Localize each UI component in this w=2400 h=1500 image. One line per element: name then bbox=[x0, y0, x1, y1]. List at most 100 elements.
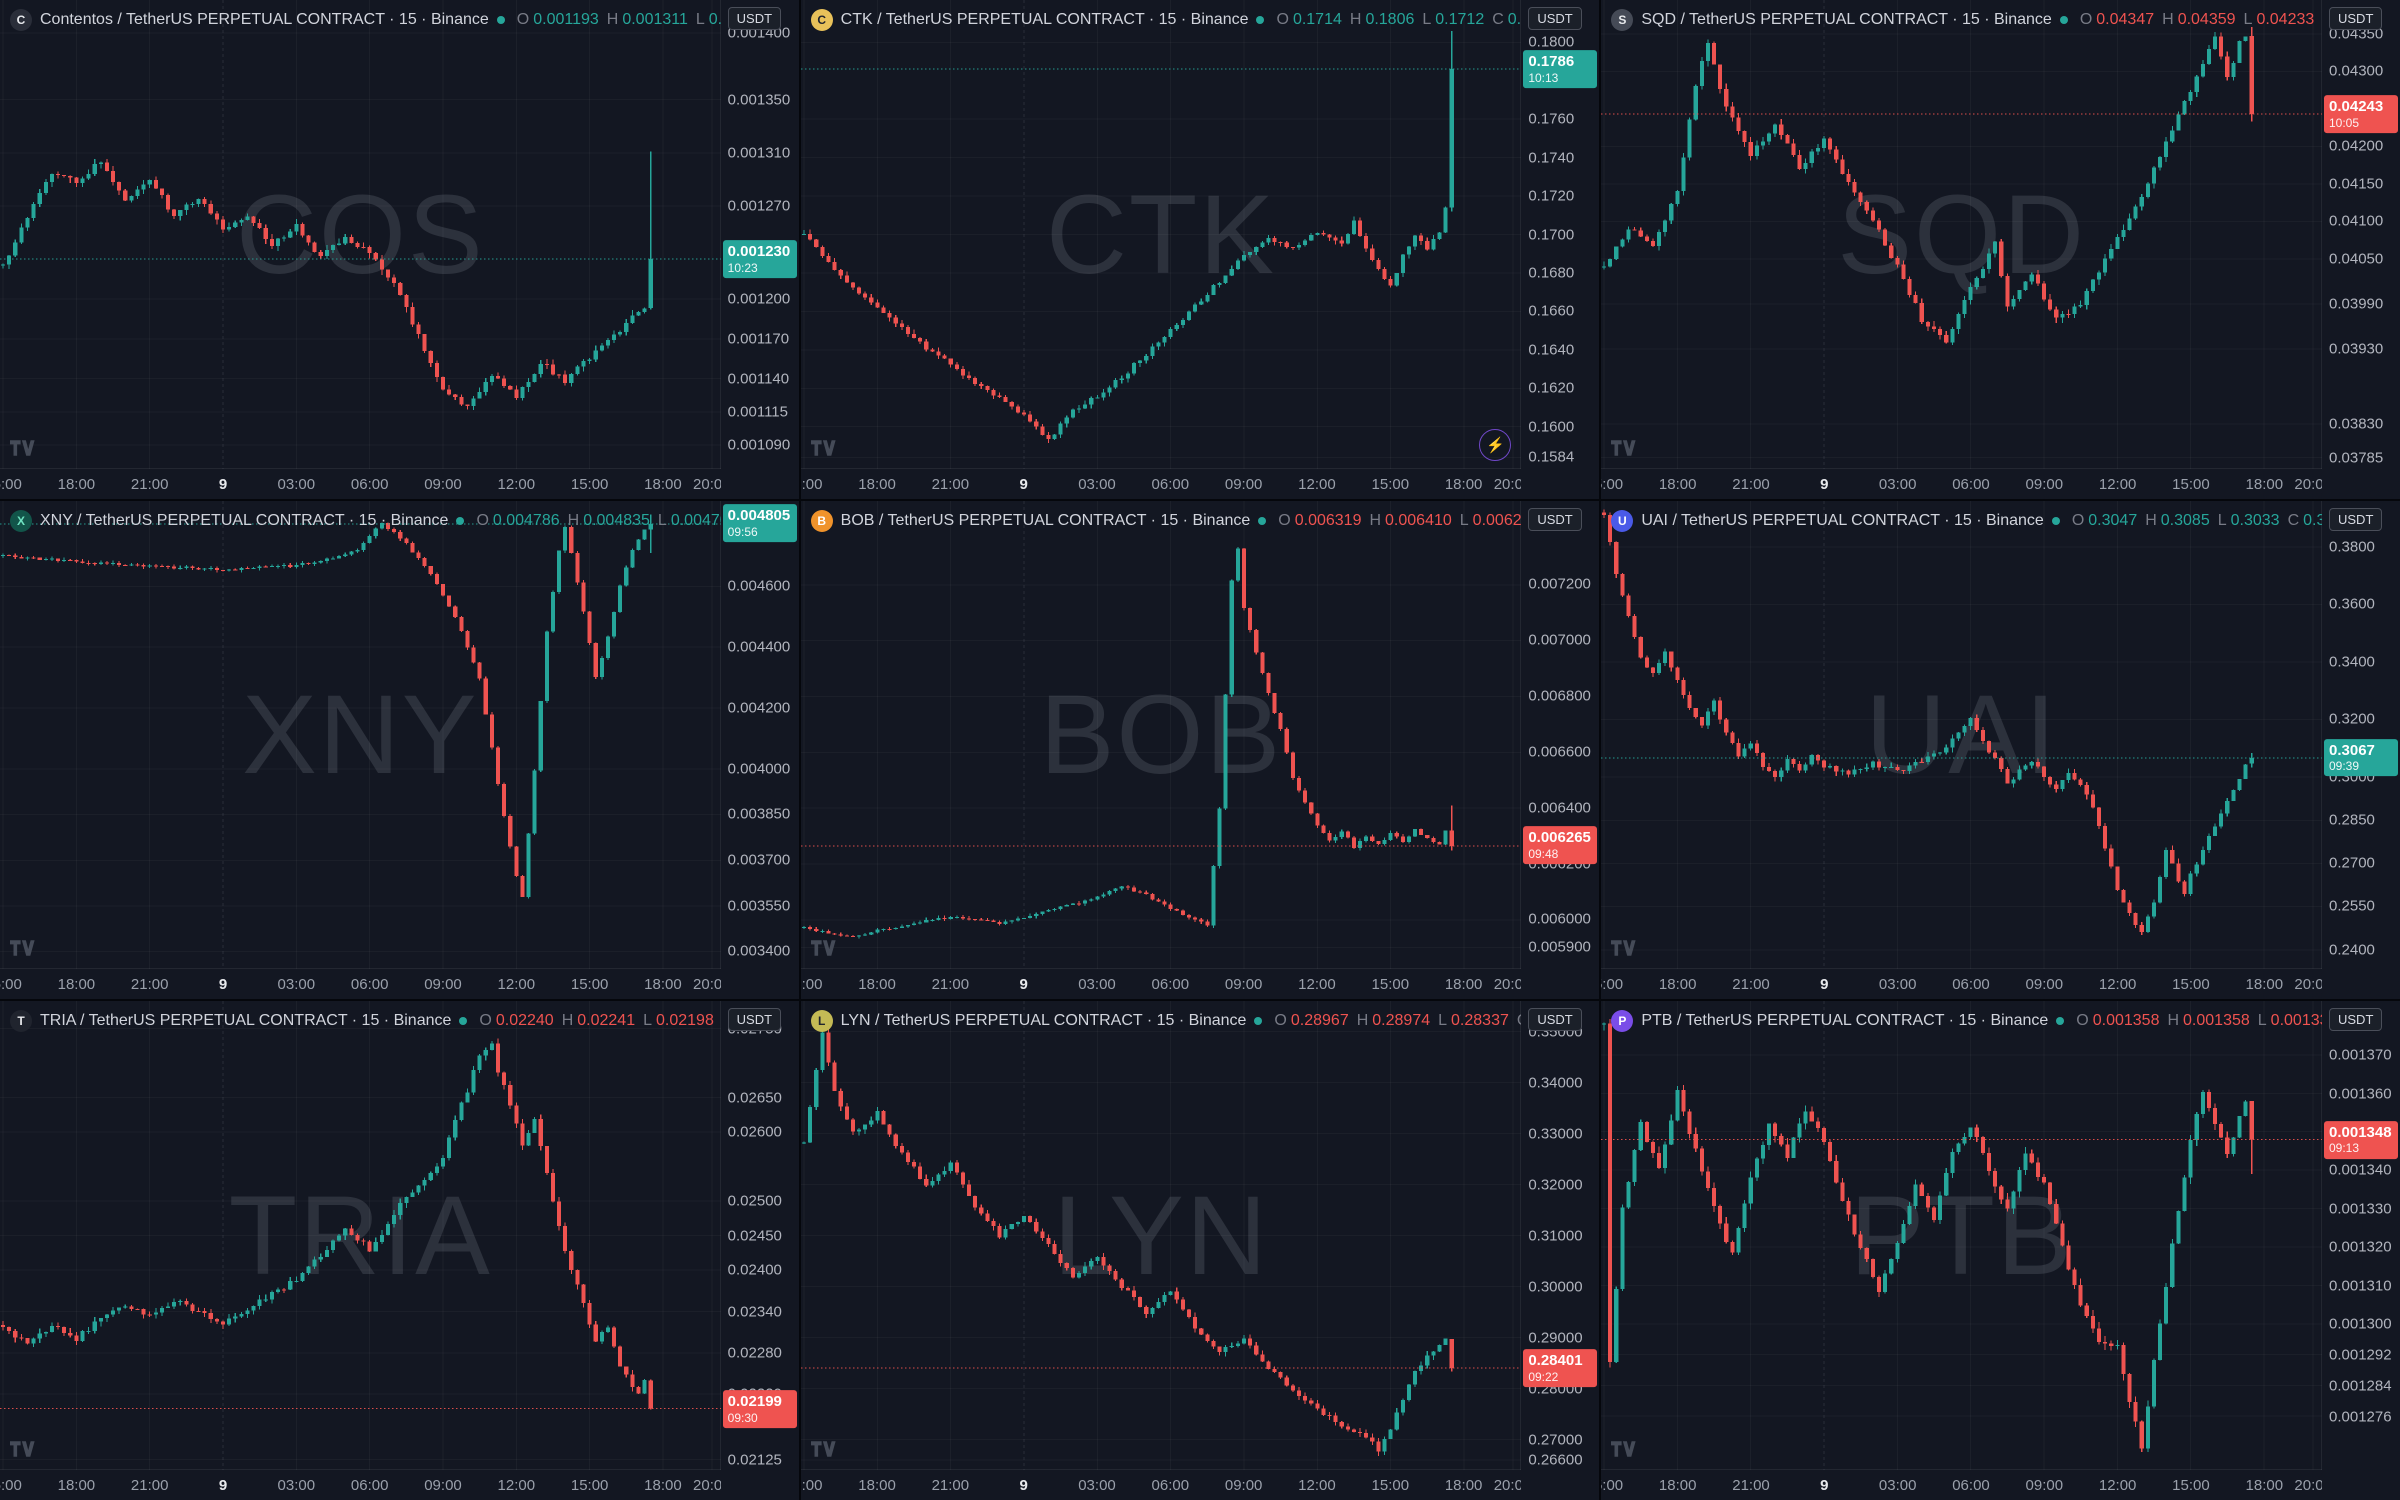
last-price-badge: 0.001348 09:13 bbox=[2324, 1120, 2398, 1159]
chart-plot-area[interactable]: LYN L LYN / TetherUS PERPETUAL CONTRACT … bbox=[800, 1001, 1522, 1470]
chart-legend: C Contentos / TetherUS PERPETUAL CONTRAC… bbox=[10, 9, 721, 31]
time-label: 12:00 bbox=[1298, 1476, 1336, 1494]
time-axis[interactable]: 15:00 18:00 21:00 9 03:00 06:00 09:00 12:00 15:0… bbox=[1601, 467, 2322, 499]
symbol-logo-icon[interactable]: P bbox=[1611, 1010, 1634, 1033]
high-letter: H bbox=[567, 511, 580, 529]
price-axis-label: 0.001200 bbox=[727, 290, 791, 308]
time-label: 03:00 bbox=[277, 976, 316, 994]
symbol-logo-icon[interactable]: U bbox=[1611, 509, 1634, 532]
time-axis[interactable]: 15:00 18:00 21:00 9 03:00 06:00 09:00 12:00 15:0… bbox=[0, 968, 721, 999]
price-axis-label: 0.001310 bbox=[727, 144, 791, 162]
price-axis-label: 0.26600 bbox=[1528, 1451, 1583, 1469]
market-open-status-icon[interactable] bbox=[459, 1017, 468, 1026]
market-open-status-icon[interactable] bbox=[2056, 1017, 2065, 1026]
currency-unit-button[interactable]: USDT bbox=[727, 1008, 782, 1032]
symbol-title[interactable]: TRIA / TetherUS PERPETUAL CONTRACT · 15 … bbox=[40, 1012, 452, 1030]
symbol-title[interactable]: CTK / TetherUS PERPETUAL CONTRACT · 15 ·… bbox=[840, 11, 1249, 28]
symbol-title[interactable]: BOB / TetherUS PERPETUAL CONTRACT · 15 ·… bbox=[840, 511, 1251, 529]
chart-legend: C CTK / TetherUS PERPETUAL CONTRACT · 15… bbox=[810, 9, 1521, 31]
tradingview-logo[interactable] bbox=[810, 940, 838, 961]
time-label: 18:00 bbox=[57, 976, 96, 994]
symbol-logo-icon[interactable]: B bbox=[810, 509, 833, 532]
time-label: 21:00 bbox=[1732, 976, 1770, 994]
time-label: 15:00 bbox=[1371, 976, 1410, 994]
chart-plot-area[interactable]: UAI U UAI / TetherUS PERPETUAL CONTRACT … bbox=[1601, 500, 2322, 970]
currency-unit-button[interactable]: USDT bbox=[2329, 507, 2383, 531]
tradingview-logo[interactable] bbox=[10, 439, 37, 461]
symbol-title[interactable]: Contentos / TetherUS PERPETUAL CONTRACT … bbox=[40, 11, 489, 28]
tradingview-logo[interactable] bbox=[1611, 940, 1638, 961]
bar-countdown: 10:13 bbox=[1528, 70, 1559, 85]
time-label: 15:00 bbox=[2172, 976, 2210, 994]
chart-plot-area[interactable]: CTK C CTK / TetherUS PERPETUAL CONTRACT … bbox=[800, 0, 1522, 469]
market-open-status-icon[interactable] bbox=[1256, 16, 1265, 24]
price-axis-label: 0.02600 bbox=[727, 1123, 782, 1141]
tradingview-logo[interactable] bbox=[810, 1441, 838, 1462]
symbol-title[interactable]: UAI / TetherUS PERPETUAL CONTRACT · 15 ·… bbox=[1641, 511, 2044, 529]
price-axis-label: 0.1760 bbox=[1528, 110, 1575, 128]
price-axis[interactable]: USDT 0.3067 09:39 0.3800 0.3600 0.3400 0.32… bbox=[2321, 500, 2400, 970]
lightning-boost-icon[interactable]: ⚡ bbox=[1479, 428, 1512, 461]
market-open-status-icon[interactable] bbox=[2051, 516, 2060, 525]
currency-unit-button[interactable]: USDT bbox=[1528, 1008, 1582, 1032]
time-axis[interactable]: 15:00 18:00 21:00 9 03:00 06:00 09:00 12:00 15:0… bbox=[1601, 968, 2322, 999]
time-axis[interactable]: 15:00 18:00 21:00 9 03:00 06:00 09:00 12:00 15:0… bbox=[0, 1468, 721, 1500]
price-axis[interactable]: USDT 0.28401 09:22 0.35000 0.34000 0.33000… bbox=[1520, 1001, 1599, 1470]
time-axis[interactable]: 15:00 18:00 21:00 9 03:00 06:00 09:00 12:00 15:0… bbox=[1601, 1468, 2322, 1500]
price-axis[interactable]: USDT 0.006265 09:48 0.007200 0.007000 0.00… bbox=[1520, 500, 1599, 970]
market-open-status-icon[interactable] bbox=[1258, 516, 1267, 525]
symbol-title[interactable]: PTB / TetherUS PERPETUAL CONTRACT · 15 ·… bbox=[1641, 1012, 2049, 1030]
last-price-badge: 0.001230 10:23 bbox=[722, 240, 797, 278]
currency-unit-button[interactable]: USDT bbox=[2329, 7, 2383, 30]
ohlc-readout: O 0.001193 H 0.001311 L 0.001192 C 0.001… bbox=[513, 11, 721, 29]
time-label: 03:00 bbox=[277, 1476, 316, 1494]
currency-unit-button[interactable]: USDT bbox=[2329, 1008, 2383, 1032]
price-axis[interactable]: USDT 0.04243 10:05 0.04350 0.04300 0.04200… bbox=[2321, 0, 2400, 469]
symbol-logo-icon[interactable]: C bbox=[10, 9, 32, 31]
ohlc-readout: O 0.3047 H 0.3085 L 0.3033 C 0.3067 bbox=[2068, 512, 2322, 530]
price-axis[interactable]: USDT 0.001348 09:13 0.001370 0.001360 0.00… bbox=[2321, 1001, 2400, 1470]
market-open-status-icon[interactable] bbox=[456, 516, 465, 525]
market-open-status-icon[interactable] bbox=[2059, 16, 2068, 24]
time-label: 06:00 bbox=[350, 475, 389, 493]
chart-plot-area[interactable]: TRIA T TRIA / TetherUS PERPETUAL CONTRAC… bbox=[0, 1001, 721, 1470]
tradingview-logo[interactable] bbox=[810, 439, 838, 461]
symbol-title[interactable]: LYN / TetherUS PERPETUAL CONTRACT · 15 ·… bbox=[840, 1012, 1247, 1030]
symbol-logo-icon[interactable]: L bbox=[810, 1010, 833, 1033]
tradingview-logo[interactable] bbox=[10, 1441, 37, 1462]
symbol-title[interactable]: SQD / TetherUS PERPETUAL CONTRACT · 15 ·… bbox=[1641, 11, 2052, 28]
currency-unit-button[interactable]: USDT bbox=[727, 7, 782, 30]
symbol-logo-icon[interactable]: C bbox=[810, 9, 833, 31]
currency-unit-button[interactable]: USDT bbox=[1528, 507, 1582, 531]
symbol-logo-icon[interactable]: T bbox=[10, 1010, 32, 1033]
price-axis[interactable]: USDT 0.004805 09:56 0.0046000.0044000.00… bbox=[719, 500, 799, 970]
price-axis[interactable]: USDT 0.02199 09:30 0.027500.026500.02600… bbox=[719, 1001, 799, 1470]
chart-plot-area[interactable]: SQD S SQD / TetherUS PERPETUAL CONTRACT … bbox=[1601, 0, 2322, 469]
high-value: 0.3085 bbox=[2160, 511, 2210, 529]
time-label: 18:00 bbox=[1658, 475, 1697, 493]
time-axis[interactable]: 15:00 18:00 21:00 9 03:00 06:00 09:00 12:00 15:0… bbox=[800, 1468, 1522, 1500]
chart-plot-area[interactable]: PTB P PTB / TetherUS PERPETUAL CONTRACT … bbox=[1601, 1001, 2322, 1470]
symbol-logo-icon[interactable]: X bbox=[10, 509, 32, 532]
time-axis[interactable]: 15:00 18:00 21:00 9 03:00 06:00 09:00 12:00 15:0… bbox=[0, 467, 721, 499]
currency-unit-button[interactable]: USDT bbox=[1528, 7, 1582, 30]
tradingview-logo[interactable] bbox=[1611, 439, 1638, 461]
price-axis-label: 0.1640 bbox=[1528, 341, 1575, 359]
chart-plot-area[interactable]: XNY X XNY / TetherUS PERPETUAL CONTRACT … bbox=[0, 500, 721, 970]
time-label: 20:00 bbox=[693, 1476, 721, 1494]
chart-plot-area[interactable]: BOB B BOB / TetherUS PERPETUAL CONTRACT … bbox=[800, 500, 1522, 970]
tradingview-logo[interactable] bbox=[1611, 1441, 1638, 1462]
market-open-status-icon[interactable] bbox=[496, 16, 505, 24]
time-axis[interactable]: 15:00 18:00 21:00 9 03:00 06:00 09:00 12:00 15:0… bbox=[800, 968, 1522, 999]
price-axis[interactable]: USDT 0.1786 10:13 0.1800 0.1760 0.1740 0.17… bbox=[1520, 0, 1599, 469]
symbol-logo-icon[interactable]: S bbox=[1611, 9, 1634, 31]
price-axis-label: 0.02340 bbox=[727, 1303, 782, 1321]
time-label: 06:00 bbox=[1151, 475, 1190, 493]
chart-plot-area[interactable]: COS C Contentos / TetherUS PERPETUAL CON… bbox=[0, 0, 721, 469]
market-open-status-icon[interactable] bbox=[1254, 1017, 1263, 1026]
time-axis[interactable]: 15:00 18:00 21:00 9 03:00 06:00 09:00 12:00 15:0… bbox=[800, 467, 1522, 499]
open-letter: O bbox=[1274, 1012, 1287, 1030]
tradingview-logo[interactable] bbox=[10, 940, 37, 961]
price-axis[interactable]: USDT 0.001230 10:23 0.001400 0.001350 0.00… bbox=[719, 0, 799, 469]
symbol-title[interactable]: XNY / TetherUS PERPETUAL CONTRACT · 15 ·… bbox=[40, 511, 449, 529]
